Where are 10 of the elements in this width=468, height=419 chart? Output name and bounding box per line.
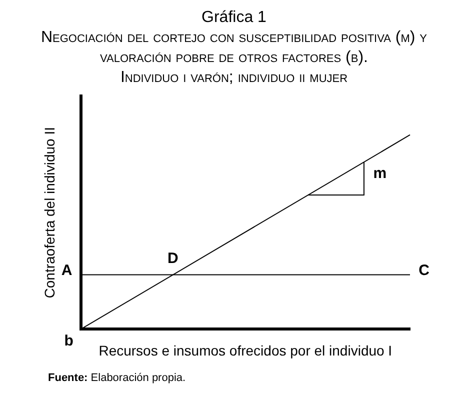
source-note: Fuente: Elaboración propia. — [48, 372, 187, 384]
text: b — [64, 332, 74, 350]
annotation: m — [373, 164, 387, 182]
annotation: A — [61, 262, 72, 279]
chart-title: Gráfica 1 — [200, 8, 268, 28]
annotation: D — [168, 250, 179, 267]
x-axis-title: Recursos e insumos ofrecidos por el individuo I — [98, 342, 392, 358]
annotation: C — [418, 262, 430, 279]
y-axis-title: Contraoferta del individuo II — [41, 126, 58, 298]
chart-subtitle: Negociación del cortejo con susceptibilidad positiva (m) y valoración pobre de otros factores (b). Individuo i varón; individuo ii mujer — [40, 28, 428, 88]
